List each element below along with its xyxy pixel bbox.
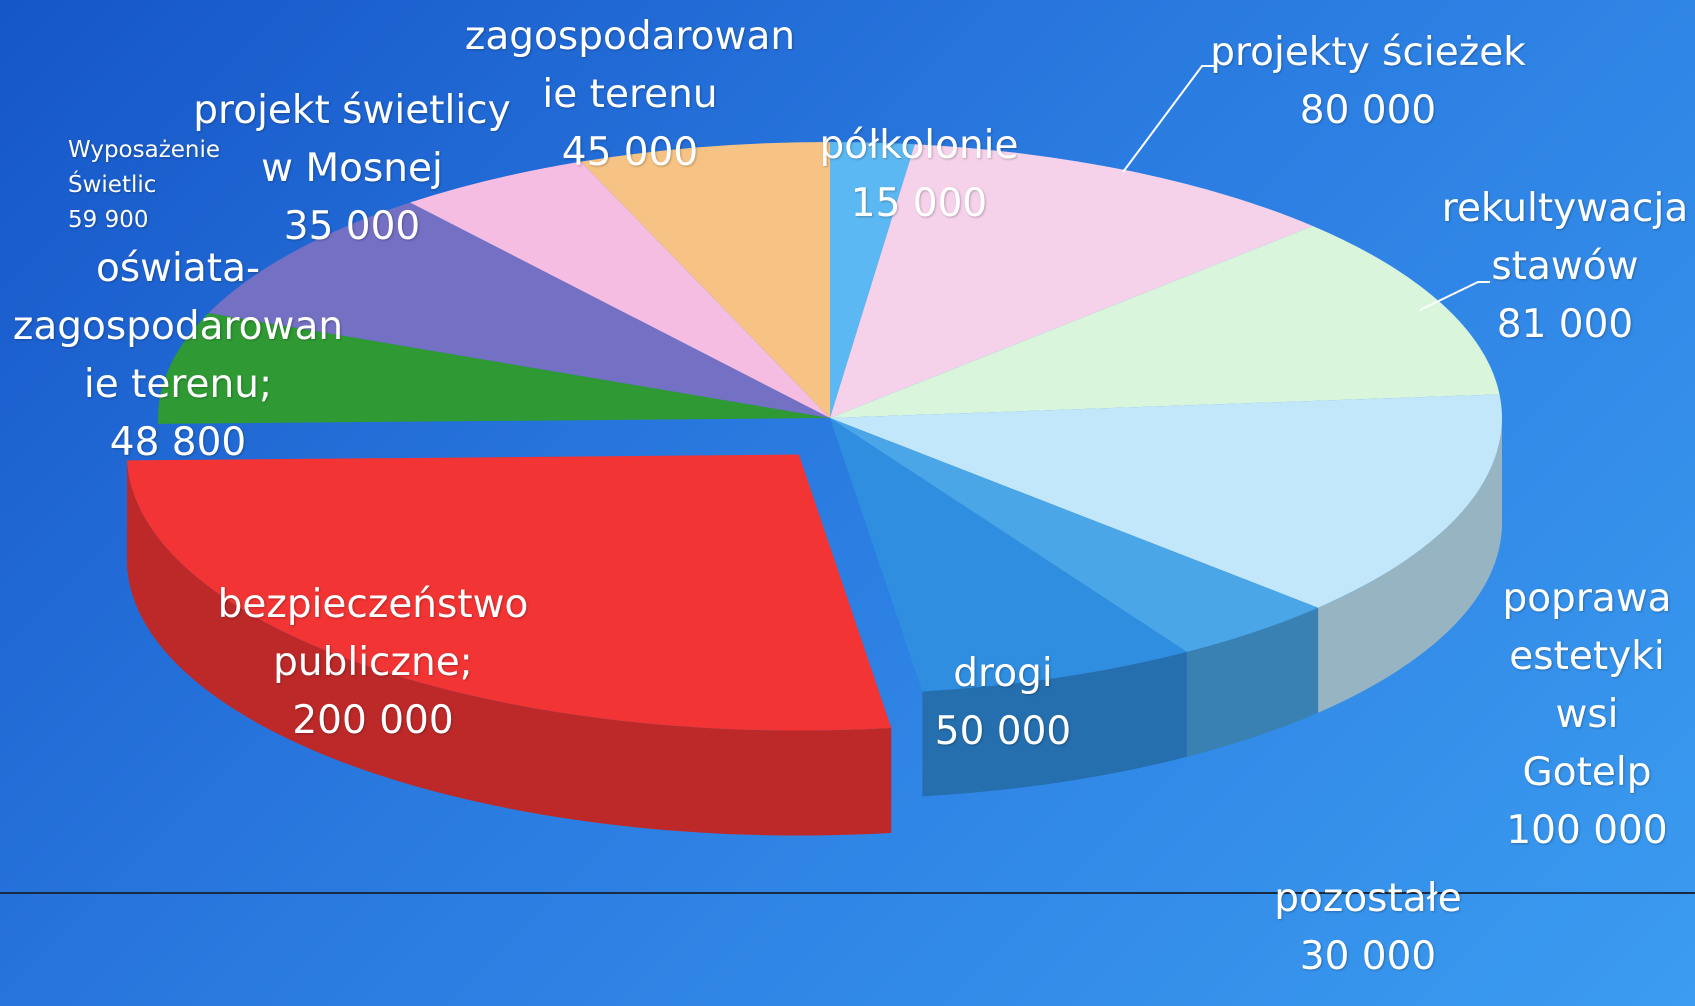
slice-label: projekt świetlicy w Mosnej 35 000 (193, 82, 510, 256)
slice (830, 418, 1187, 692)
value-label: 45 000 (561, 130, 699, 175)
value-label: 100 000 (1506, 808, 1668, 853)
value-label: 81 000 (1496, 302, 1634, 347)
value-label: 30 000 (1299, 934, 1437, 979)
value-label: 200 000 (292, 698, 454, 743)
category-name: drogi (953, 651, 1053, 696)
slice-side (1186, 607, 1319, 757)
value-label: 15 000 (850, 181, 988, 226)
category-name: pozostałe (1274, 876, 1462, 921)
leader-line (1419, 281, 1490, 311)
category-name: projekty ścieżek (1210, 30, 1526, 75)
value-label: 50 000 (934, 709, 1072, 754)
slice (158, 312, 830, 424)
slice-label: rekultywacja stawów 81 000 (1442, 180, 1688, 354)
slice-label: bezpieczeństwo publiczne; 200 000 (218, 576, 529, 750)
slice (830, 142, 915, 418)
slice-side (127, 460, 892, 836)
slice-label: drogi 50 000 (935, 645, 1071, 761)
slice-label: zagospodarowan ie terenu 45 000 (465, 8, 795, 182)
slice (127, 454, 892, 731)
slice (830, 144, 1313, 418)
slice (830, 418, 1319, 652)
slice (208, 202, 831, 418)
slice-label: półkolonie 15 000 (820, 117, 1019, 233)
slice-label: projekty ścieżek 80 000 (1210, 24, 1526, 140)
category-name: oświata- zagospodarowan ie terenu; (12, 246, 344, 407)
category-name: zagospodarowan ie terenu (464, 14, 796, 117)
slice-label: poprawa estetyki wsi Gotelp 100 000 (1502, 570, 1671, 860)
category-name: poprawa estetyki wsi Gotelp (1502, 576, 1672, 795)
category-name: bezpieczeństwo publiczne; (217, 582, 529, 685)
category-name: półkolonie (819, 123, 1019, 168)
slice (830, 226, 1500, 418)
slice-label: Wyposażenie Świetlic 59 900 (68, 133, 220, 238)
value-label: 35 000 (283, 204, 421, 249)
leader-line (1122, 65, 1217, 173)
slice (580, 142, 830, 418)
slice-label: pozostałe 30 000 (1274, 870, 1462, 986)
category-name: rekultywacja stawów (1441, 186, 1689, 289)
slice (830, 394, 1503, 608)
slice-side (1318, 418, 1502, 713)
slice-label: oświata- zagospodarowan ie terenu; 48 800 (13, 240, 343, 472)
slice-side (922, 651, 1187, 797)
slice (410, 161, 830, 418)
category-name: Wyposażenie Świetlic (68, 137, 221, 198)
value-label: 48 800 (109, 420, 247, 465)
value-label: 59 900 (68, 207, 149, 233)
category-name: projekt świetlicy w Mosnej (193, 88, 511, 191)
value-label: 80 000 (1299, 88, 1437, 133)
